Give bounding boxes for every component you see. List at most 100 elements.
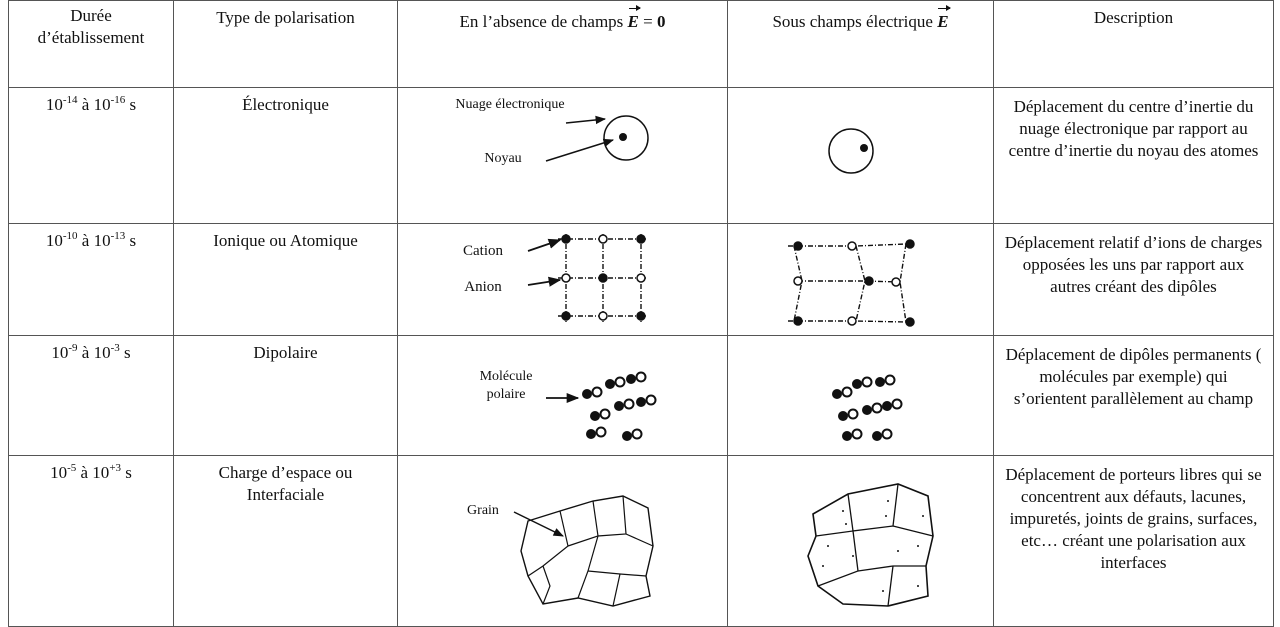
electron-cloud-diagram bbox=[545, 115, 649, 162]
shape-polyline bbox=[527, 510, 569, 577]
shape-circle bbox=[922, 515, 924, 517]
exponent: -14 bbox=[62, 94, 78, 106]
diagram-cell: Nuage électronique Noyau bbox=[397, 87, 728, 224]
shape-polyline bbox=[815, 493, 854, 537]
shape-circle bbox=[561, 234, 571, 244]
shape-polyline bbox=[542, 565, 551, 605]
diagram-cell bbox=[727, 455, 994, 627]
shape-use bbox=[613, 398, 635, 412]
duration-text: 10 bbox=[51, 343, 69, 362]
shape-polyline bbox=[892, 525, 934, 537]
shape-polyline bbox=[788, 320, 907, 323]
shape-polyline bbox=[855, 245, 866, 322]
diagram-cell bbox=[727, 223, 994, 336]
header-cell: Description bbox=[993, 0, 1274, 88]
shape-circle bbox=[598, 234, 608, 244]
shape-circle bbox=[561, 311, 571, 321]
ionic-lattice-diagram bbox=[527, 234, 648, 322]
shape-line bbox=[527, 238, 562, 252]
diagram-cell: Molécule polaire bbox=[397, 335, 728, 456]
shape-circle bbox=[845, 523, 847, 525]
description-cell: Déplacement du centre d’inertie du nuage… bbox=[993, 87, 1274, 224]
charge-marks bbox=[822, 500, 924, 592]
diagram-label: Cation bbox=[463, 243, 503, 259]
electron-cloud-field-diagram bbox=[828, 128, 874, 174]
shape-use bbox=[871, 428, 893, 442]
duration-cell: 10-14 à 10-16 s bbox=[8, 87, 174, 224]
diagram-cell bbox=[727, 335, 994, 456]
diagram-label: Grain bbox=[467, 503, 499, 518]
ionic-lattice-field-diagram bbox=[788, 239, 915, 327]
type-cell: Dipolaire bbox=[173, 335, 398, 456]
shape-polyline bbox=[798, 280, 901, 283]
header-text: Type de polarisation bbox=[216, 8, 355, 27]
shape-line bbox=[527, 276, 562, 287]
description-text: Déplacement relatif d’ions de charges op… bbox=[1004, 233, 1263, 296]
duration-text: s bbox=[119, 343, 131, 362]
shape-circle bbox=[905, 317, 915, 327]
header-cell: Sous champs électrique E bbox=[727, 0, 994, 88]
shape-line bbox=[545, 138, 615, 162]
diagram-cell: Grain bbox=[397, 455, 728, 627]
shape-circle bbox=[828, 128, 874, 174]
header-row: Durée d’établissement Type de polarisati… bbox=[8, 0, 1274, 88]
shape-polyline bbox=[817, 483, 899, 587]
header-text: Description bbox=[1093, 8, 1174, 27]
duration-text: 10 bbox=[50, 463, 68, 482]
row: 10-9 à 10-3 s Dipolaire Molécule polaire… bbox=[8, 335, 1274, 456]
header-cell: En l’absence de champs E = 0 bbox=[397, 0, 728, 88]
shape-use bbox=[625, 371, 647, 385]
shape-circle bbox=[636, 273, 646, 283]
shape-use bbox=[841, 428, 863, 442]
type-cell: Électronique bbox=[173, 87, 398, 224]
exponent: -3 bbox=[110, 342, 120, 354]
type-cell: Charge d’espace ou Interfaciale bbox=[173, 455, 398, 627]
description-text: Déplacement du centre d’inertie du nuage… bbox=[1008, 97, 1259, 160]
zero: 0 bbox=[656, 12, 666, 31]
type-text: Électronique bbox=[242, 95, 329, 114]
shape-circle bbox=[860, 144, 868, 152]
shape-polygon bbox=[520, 495, 654, 607]
description-cell: Déplacement de dipôles permanents ( molé… bbox=[993, 335, 1274, 456]
duration-cell: 10-9 à 10-3 s bbox=[8, 335, 174, 456]
shape-circle bbox=[603, 115, 649, 161]
shape-circle bbox=[897, 550, 899, 552]
shape-polyline bbox=[788, 243, 907, 247]
shape-use bbox=[874, 374, 896, 388]
shape-circle bbox=[847, 316, 857, 326]
shape-line bbox=[565, 115, 607, 125]
shape-g bbox=[788, 243, 907, 323]
shape-polyline bbox=[793, 245, 803, 322]
diagram-label: Noyau bbox=[484, 151, 522, 166]
description-cell: Déplacement de porteurs libres qui se co… bbox=[993, 455, 1274, 627]
shape-use bbox=[585, 426, 607, 440]
shape-line bbox=[513, 511, 564, 537]
shape-circle bbox=[619, 133, 627, 141]
shape-circle bbox=[636, 311, 646, 321]
shape-use bbox=[837, 408, 859, 422]
grain-diagram bbox=[513, 495, 654, 607]
shape-circle bbox=[917, 545, 919, 547]
duration-cell: 10-10 à 10-13 s bbox=[8, 223, 174, 336]
shape-circle bbox=[882, 590, 884, 592]
exponent: +3 bbox=[109, 462, 122, 474]
exponent: -13 bbox=[110, 230, 126, 242]
shape-use bbox=[604, 376, 626, 390]
polar-molecules-diagram bbox=[546, 371, 657, 442]
duration-text: 10 bbox=[45, 95, 63, 114]
duration-text: à 10 bbox=[76, 463, 110, 482]
shape-circle bbox=[598, 311, 608, 321]
shape-circle bbox=[822, 565, 824, 567]
shape-circle bbox=[891, 277, 901, 287]
duration-text: à 10 bbox=[77, 231, 111, 250]
type-cell: Ionique ou Atomique bbox=[173, 223, 398, 336]
duration-text: s bbox=[125, 231, 137, 250]
diagram-label: Anion bbox=[464, 279, 502, 295]
shape-circle bbox=[864, 276, 874, 286]
shape-use bbox=[831, 386, 853, 400]
shape-polyline bbox=[587, 570, 647, 577]
shape-use bbox=[621, 428, 643, 442]
shape-circle bbox=[887, 500, 889, 502]
